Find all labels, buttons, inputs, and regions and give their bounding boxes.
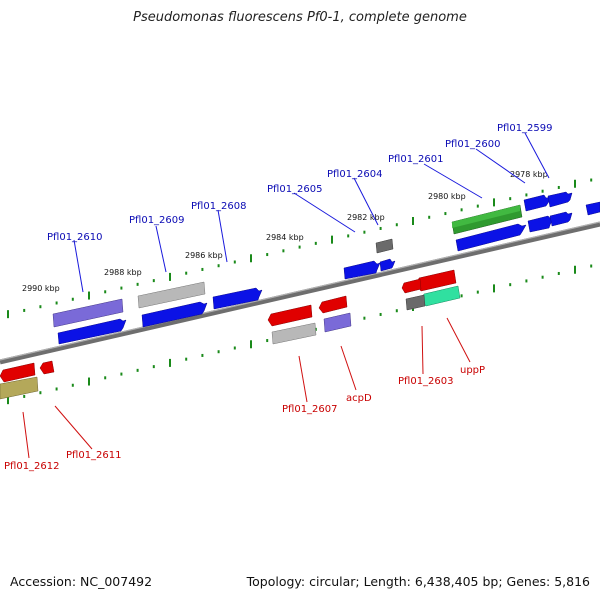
gene-label[interactable]: Pfl01_2604 — [327, 169, 383, 180]
map-title: Pseudomonas fluorescens Pf0-1, complete … — [133, 10, 467, 25]
gene-label[interactable]: Pfl01_2611 — [66, 450, 122, 461]
gene-arrow[interactable] — [212, 287, 263, 310]
genome-backbone — [0, 221, 600, 365]
gene-label[interactable]: Pfl01_2610 — [47, 232, 103, 243]
gene-arrow[interactable] — [141, 301, 208, 328]
reverse-gene-labels: uppP Pfl01_2603 acpD Pfl01_2607 Pfl01_26… — [4, 365, 485, 472]
scale-label: 2986 kbp — [185, 251, 223, 260]
scale-labels: 2978 kbp 2980 kbp 2982 kbp 2984 kbp 2986… — [22, 170, 548, 293]
genome-backbone-highlight — [0, 221, 600, 361]
gene-arrow[interactable] — [52, 298, 124, 328]
gene-label[interactable]: Pfl01_2600 — [445, 139, 501, 150]
scale-ticks-forward — [7, 178, 593, 319]
gene-arrow[interactable] — [375, 238, 394, 254]
reverse-genes — [0, 269, 461, 400]
gene-label[interactable]: Pfl01_2601 — [388, 154, 444, 165]
gene-label[interactable]: Pfl01_2609 — [129, 215, 185, 226]
gene-arrow[interactable] — [547, 191, 573, 208]
forward-gene-labels: Pfl01_2599 Pfl01_2600 Pfl01_2601 Pfl01_2… — [47, 123, 553, 243]
gene-label[interactable]: Pfl01_2605 — [267, 184, 323, 195]
gene-arrow[interactable] — [549, 211, 573, 227]
gene-arrow[interactable] — [271, 322, 317, 345]
scale-label: 2978 kbp — [510, 170, 548, 179]
gene-arrow[interactable] — [137, 281, 206, 309]
scale-label: 2990 kbp — [22, 284, 60, 293]
gene-arrow[interactable] — [527, 215, 554, 233]
gene-arrow[interactable] — [523, 194, 553, 212]
gene-arrow[interactable] — [323, 312, 352, 333]
gene-label[interactable]: Pfl01_2612 — [4, 461, 60, 472]
gene-arrow[interactable] — [267, 304, 313, 327]
scale-label: 2984 kbp — [266, 233, 304, 242]
scale-label: 2982 kbp — [347, 213, 385, 222]
gene-label[interactable]: Pfl01_2599 — [497, 123, 553, 134]
gene-label[interactable]: acpD — [346, 393, 372, 404]
gene-arrow[interactable] — [57, 318, 127, 345]
gene-arrow[interactable] — [318, 295, 348, 314]
gene-label[interactable]: uppP — [460, 365, 485, 376]
reverse-leader-lines — [22, 317, 471, 459]
gene-arrow[interactable] — [401, 278, 422, 294]
scale-label: 2980 kbp — [428, 192, 466, 201]
gene-label[interactable]: Pfl01_2603 — [398, 376, 454, 387]
gene-arrow[interactable] — [343, 260, 381, 280]
gene-arrow[interactable] — [405, 294, 426, 311]
gene-label[interactable]: Pfl01_2608 — [191, 201, 247, 212]
gene-arrow[interactable] — [379, 258, 396, 272]
forward-genes — [52, 191, 600, 345]
gene-arrow[interactable] — [39, 360, 55, 375]
gene-arrow[interactable] — [452, 205, 520, 228]
genome-summary-text: Topology: circular; Length: 6,438,405 bp… — [246, 574, 590, 589]
gene-label[interactable]: Pfl01_2607 — [282, 404, 338, 415]
gene-arrow[interactable] — [585, 201, 600, 216]
gene-arrow[interactable] — [0, 376, 39, 400]
gene-arrow[interactable] — [455, 223, 527, 252]
forward-leader-lines — [73, 132, 550, 293]
accession-text: Accession: NC_007492 — [10, 574, 153, 589]
gene-arrow[interactable] — [0, 362, 36, 383]
scale-label: 2988 kbp — [104, 268, 142, 277]
